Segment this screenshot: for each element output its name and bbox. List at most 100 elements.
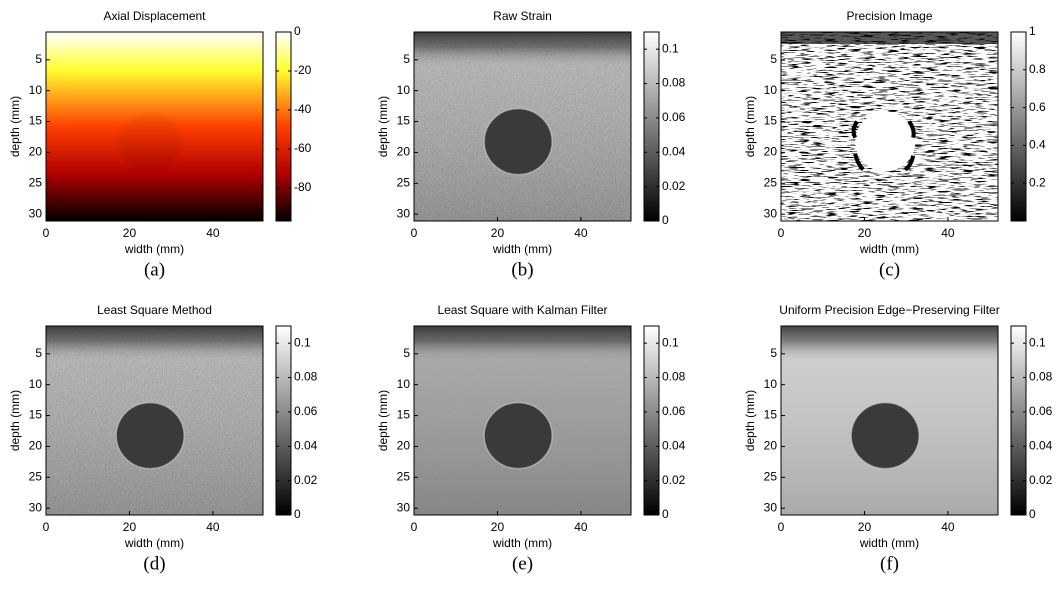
colorbar-tick-label: 0	[662, 213, 669, 227]
x-tick-label: 20	[858, 520, 872, 534]
colorbar-tick-label: -80	[294, 180, 312, 194]
y-tick-label: 30	[29, 500, 43, 514]
colorbar-tick-label: 0.6	[1029, 100, 1046, 114]
image	[781, 32, 998, 221]
axes-box	[780, 325, 999, 516]
colorbar-tick-label: 0.08	[662, 370, 686, 384]
inclusion	[484, 402, 553, 469]
y-tick-label: 15	[29, 408, 43, 422]
panel: Axial Displacement width (mm) depth (mm) (a…	[8, 9, 311, 280]
x-tick-label: 0	[411, 520, 418, 534]
y-tick-label: 10	[29, 83, 43, 97]
title: Precision Image	[846, 9, 932, 23]
y-tick-label: 10	[29, 377, 43, 391]
panel: Uniform Precision Edge−Preserving Filter…	[743, 303, 1053, 574]
x-axis-label: width (mm)	[124, 536, 184, 550]
edge	[851, 120, 916, 172]
x-tick-label: 40	[941, 520, 955, 534]
x-tick-label: 40	[206, 226, 220, 240]
x-tick-label: 20	[491, 226, 505, 240]
inclusion-edge	[483, 401, 553, 470]
y-tick-label: 5	[403, 52, 410, 66]
axes-box	[413, 31, 632, 222]
caption: (b)	[511, 259, 533, 280]
colorbar-tick-label: 0.1	[662, 41, 679, 55]
y-tick-label: 25	[764, 469, 778, 483]
colorbar-tick-label: 0.8	[1029, 62, 1046, 76]
y-tick-label: 25	[397, 175, 411, 189]
y-tick-label: 20	[29, 145, 43, 159]
x-tick-label: 0	[778, 226, 785, 240]
x-tick-label: 40	[574, 520, 588, 534]
colorbar-tick-label: 0.06	[662, 404, 686, 418]
colorbar-tick-label: 0	[662, 507, 669, 521]
x-tick-label: 0	[411, 226, 418, 240]
y-tick-label: 15	[397, 114, 411, 128]
y-tick-label: 5	[403, 346, 410, 360]
title: Uniform Precision Edge−Preserving Filter	[779, 303, 999, 317]
x-tick-label: 40	[206, 520, 220, 534]
colorbar-tick-label: 0.08	[294, 370, 318, 384]
inclusion-edge	[850, 401, 920, 470]
y-tick-label: 15	[764, 114, 778, 128]
colorbar-tick-label: 0.02	[662, 179, 686, 193]
axes-box	[45, 325, 264, 516]
colorbar-tick-label: 0.04	[662, 438, 686, 452]
inclusion	[484, 108, 553, 175]
y-axis-label: depth (mm)	[743, 96, 757, 157]
colorbar-tick-label: -60	[294, 141, 312, 155]
y-tick-label: 30	[764, 500, 778, 514]
colorbar	[643, 31, 660, 222]
y-tick-label: 20	[764, 145, 778, 159]
colorbar-tick-label: 0.04	[294, 438, 318, 452]
colorbar-tick-label: 0.1	[1029, 335, 1046, 349]
colorbar-tick-label: 0.08	[1029, 370, 1053, 384]
x-tick-label: 0	[43, 226, 50, 240]
y-tick-label: 25	[397, 469, 411, 483]
caption: (a)	[144, 259, 165, 280]
x-axis-label: width (mm)	[859, 536, 919, 550]
image	[46, 326, 263, 515]
colorbar-tick-label: 0.1	[294, 335, 311, 349]
inclusion	[118, 113, 183, 170]
panel: Least Square with Kalman Filter width (mm…	[376, 303, 686, 574]
y-axis-label: depth (mm)	[8, 390, 22, 451]
colorbar	[1010, 31, 1027, 222]
y-tick-label: 15	[764, 408, 778, 422]
colorbar-tick-label: 0.1	[662, 335, 679, 349]
axes-box	[45, 31, 264, 222]
colorbar-tick-label: 0.02	[1029, 473, 1053, 487]
x-tick-label: 20	[858, 226, 872, 240]
y-tick-label: 5	[35, 52, 42, 66]
x-tick-label: 0	[778, 520, 785, 534]
image	[781, 326, 998, 515]
x-tick-label: 20	[491, 520, 505, 534]
image	[414, 32, 631, 221]
x-tick-label: 40	[574, 226, 588, 240]
y-tick-label: 10	[764, 83, 778, 97]
y-tick-label: 30	[397, 500, 411, 514]
inclusion	[855, 111, 916, 172]
title: Axial Displacement	[103, 9, 206, 23]
axes-box	[780, 31, 999, 222]
y-tick-label: 5	[770, 52, 777, 66]
x-tick-label: 0	[43, 520, 50, 534]
y-tick-label: 25	[764, 175, 778, 189]
x-axis-label: width (mm)	[492, 242, 552, 256]
colorbar-tick-label: 0	[1029, 507, 1036, 521]
colorbar-tick-label: 0.02	[662, 473, 686, 487]
y-tick-label: 15	[29, 114, 43, 128]
title: Raw Strain	[493, 9, 552, 23]
x-tick-label: 20	[123, 226, 137, 240]
y-tick-label: 5	[35, 346, 42, 360]
x-axis-label: width (mm)	[492, 536, 552, 550]
y-tick-label: 20	[397, 439, 411, 453]
x-axis-label: width (mm)	[124, 242, 184, 256]
inclusion	[116, 402, 185, 469]
y-tick-label: 10	[397, 377, 411, 391]
x-tick-label: 40	[941, 226, 955, 240]
caption: (e)	[512, 553, 533, 574]
inclusion	[851, 402, 920, 469]
colorbar-tick-label: 0.02	[294, 473, 318, 487]
colorbar-tick-label: 0.08	[662, 76, 686, 90]
